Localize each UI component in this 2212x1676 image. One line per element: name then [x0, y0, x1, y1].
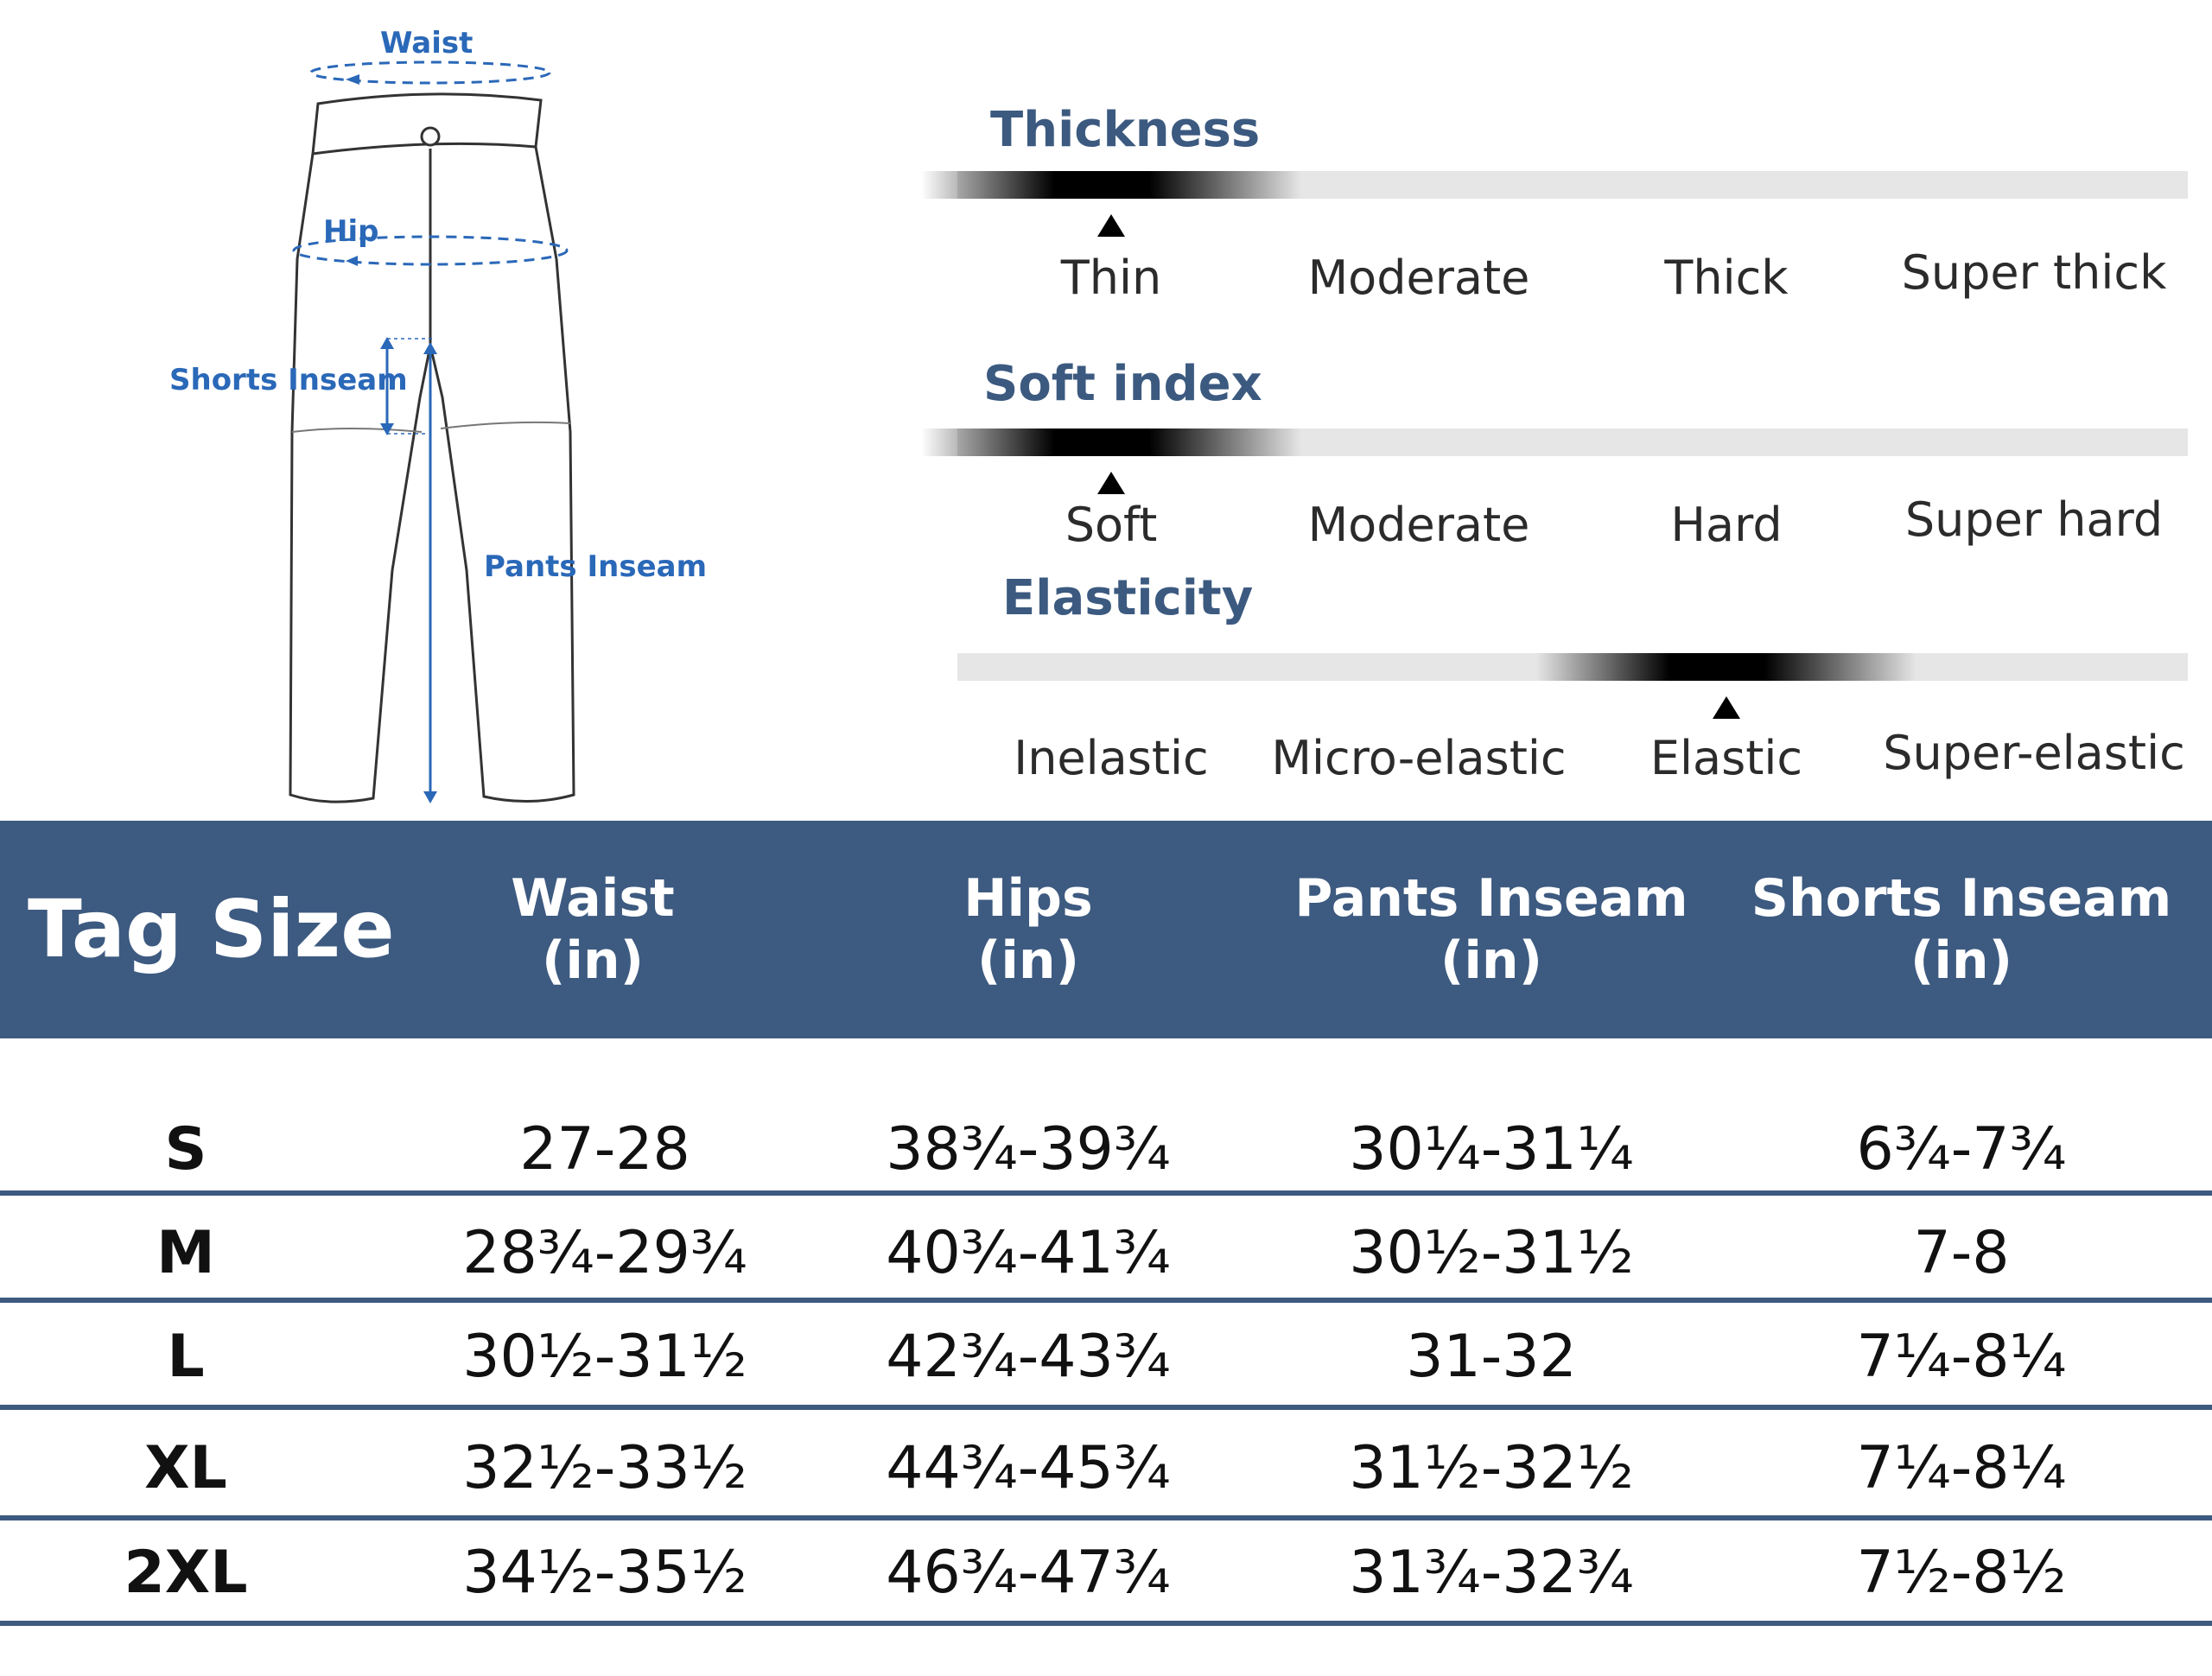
hips-cell: 42¾-43¾	[886, 1322, 1171, 1391]
pants-inseam-cell: 31¾-32¾	[1349, 1538, 1634, 1607]
pants-inseam-cell: 31-32	[1406, 1322, 1577, 1391]
shorts-inseam-cell: 7-8	[1913, 1218, 2010, 1287]
soft-index-title: Soft index	[983, 356, 1262, 412]
soft-index-band	[921, 429, 1301, 456]
header-waist-unit: (in)	[541, 930, 645, 991]
tag-size-cell: M	[156, 1218, 215, 1287]
elasticity-option-elastic: Elastic	[1649, 731, 1803, 785]
shorts-inseam-cell: 6¾-7¾	[1856, 1114, 2067, 1184]
header-shorts-inseam-unit: (in)	[1910, 930, 2013, 991]
row-divider	[0, 1190, 2212, 1196]
header-waist: Waist (in)	[397, 821, 788, 1038]
header-pants-inseam-label: Pants Inseam	[1294, 868, 1688, 929]
shorts-inseam-cell: 7½-8½	[1856, 1538, 2067, 1607]
shorts-inseam-cell: 7¼-8¼	[1856, 1322, 2067, 1391]
elasticity-option-inelastic: Inelastic	[1014, 731, 1209, 785]
size-table-header: Tag Size Waist (in) Hips (in) Pants Inse…	[0, 821, 2212, 1038]
hips-cell: 40¾-41¾	[886, 1218, 1171, 1287]
header-pants-inseam: Pants Inseam (in)	[1258, 821, 1725, 1038]
table-row: L 30½-31½ 42¾-43¾ 31-32 7¼-8¼	[0, 1306, 2212, 1406]
pants-measurement-diagram: Waist Hip Shorts Inseam Pants Inseam	[0, 0, 864, 821]
table-row: M 28¾-29¾ 40¾-41¾ 30½-31½ 7-8	[0, 1199, 2212, 1306]
elasticity-title: Elasticity	[1002, 570, 1254, 626]
tag-size-cell: XL	[144, 1433, 227, 1502]
elasticity-option-micro-elastic: Micro-elastic	[1271, 731, 1567, 785]
elasticity-bar	[957, 653, 2188, 681]
thickness-option-super-thick: Super thick	[1901, 245, 2167, 300]
thickness-option-thin: Thin	[1060, 251, 1162, 305]
thickness-title: Thickness	[990, 102, 1261, 158]
row-divider	[0, 1298, 2212, 1303]
hip-label: Hip	[323, 214, 379, 249]
header-hips-unit: (in)	[976, 930, 1080, 991]
waist-label: Waist	[380, 26, 474, 60]
shorts-inseam-label: Shorts Inseam	[169, 363, 408, 397]
soft-index-bar	[921, 429, 2188, 456]
table-row: XL 32½-33½ 44¾-45¾ 31½-32½ 7¼-8¼	[0, 1413, 2212, 1522]
thickness-marker-icon	[1097, 214, 1125, 237]
waist-cell: 30½-31½	[462, 1322, 747, 1391]
pants-inseam-label: Pants Inseam	[484, 549, 708, 584]
pants-inseam-cell: 30½-31½	[1349, 1218, 1634, 1287]
row-divider	[0, 1405, 2212, 1410]
soft-index-option-moderate: Moderate	[1307, 498, 1530, 552]
soft-index-option-soft: Soft	[1065, 498, 1158, 552]
header-waist-label: Waist	[511, 868, 675, 929]
waist-cell: 27-28	[519, 1114, 690, 1184]
waist-cell: 32½-33½	[462, 1433, 747, 1502]
header-shorts-inseam-label: Shorts Inseam	[1751, 868, 2172, 929]
header-hips: Hips (in)	[812, 821, 1244, 1038]
hips-cell: 38¾-39¾	[886, 1114, 1171, 1184]
header-tag-size: Tag Size	[0, 821, 425, 1038]
soft-index-option-hard: Hard	[1670, 498, 1783, 552]
elasticity-band	[1536, 653, 1916, 681]
tag-size-cell: S	[164, 1114, 207, 1184]
thickness-band	[921, 171, 1301, 199]
thickness-option-moderate: Moderate	[1307, 251, 1530, 305]
waist-cell: 34½-35½	[462, 1538, 747, 1607]
table-row: S 27-28 38¾-39¾ 30¼-31¼ 6¾-7¾	[0, 1097, 2212, 1201]
tag-size-cell: L	[167, 1322, 205, 1391]
table-row: 2XL 34½-35½ 46¾-47¾ 31¾-32¾ 7½-8½	[0, 1524, 2212, 1621]
thickness-bar	[921, 171, 2188, 199]
header-tag-size-label: Tag Size	[28, 883, 395, 975]
row-divider	[0, 1515, 2212, 1520]
soft-index-option-super-hard: Super hard	[1904, 492, 2164, 547]
waist-cell: 28¾-29¾	[462, 1218, 747, 1287]
elasticity-marker-icon	[1713, 696, 1740, 719]
tag-size-cell: 2XL	[124, 1538, 248, 1607]
row-divider	[0, 1621, 2212, 1626]
soft-index-marker-icon	[1097, 472, 1125, 494]
header-shorts-inseam: Shorts Inseam (in)	[1728, 821, 2195, 1038]
elasticity-option-super-elastic: Super-elastic	[1883, 726, 2185, 780]
shorts-inseam-cell: 7¼-8¼	[1856, 1433, 2067, 1502]
thickness-option-thick: Thick	[1664, 251, 1789, 305]
pants-outline-icon	[289, 60, 575, 803]
hips-cell: 46¾-47¾	[886, 1538, 1171, 1607]
header-hips-label: Hips	[963, 868, 1093, 929]
header-pants-inseam-unit: (in)	[1440, 930, 1543, 991]
hips-cell: 44¾-45¾	[886, 1433, 1171, 1502]
pants-inseam-cell: 31½-32½	[1349, 1433, 1634, 1502]
pants-inseam-cell: 30¼-31¼	[1349, 1114, 1634, 1184]
